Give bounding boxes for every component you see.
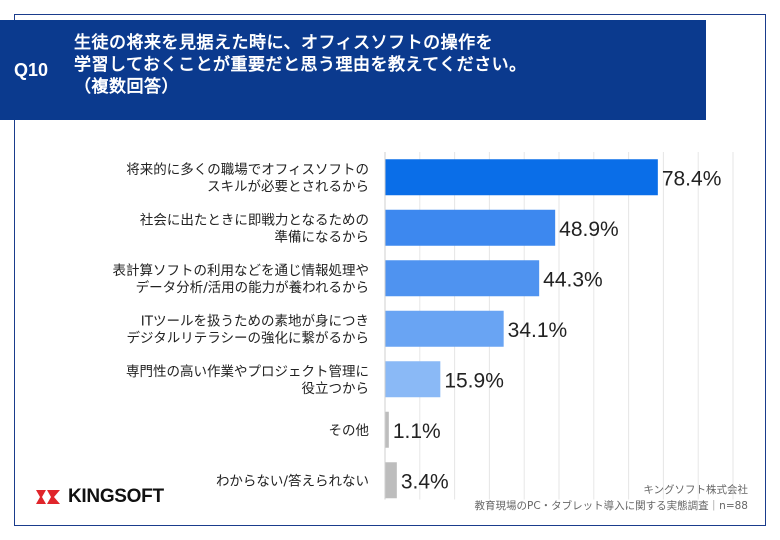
title-line-2: 学習しておくことが重要だと思う理由を教えてください。 — [74, 55, 527, 75]
kingsoft-logo-mark-icon — [36, 490, 60, 504]
category-label-1-line-2: スキルが必要とされるから — [207, 179, 369, 195]
source-note: キングソフト株式会社 教育現場のPC・タブレット導入に関する実態調査｜n=88 — [475, 482, 748, 514]
category-label-5-line-1: 専門性の高い作業やプロジェクト管理に — [126, 363, 369, 380]
value-label-4: 34.1% — [508, 319, 568, 342]
category-label-7-line-1: わからない/答えられない — [216, 472, 369, 489]
question-title: 生徒の将来を見据えた時に、オフィスソフトの操作を 学習しておくことが重要だと思う… — [58, 20, 706, 120]
category-label-6-line-1: その他 — [329, 423, 370, 439]
bar-4 — [385, 310, 504, 347]
category-label-3-line-2: データ分析/活用の能力が養われるから — [136, 279, 369, 296]
bar-2 — [385, 209, 556, 246]
bar-6 — [385, 411, 389, 448]
bar-1 — [385, 159, 658, 196]
footer-company: キングソフト株式会社 — [643, 484, 748, 496]
value-label-2: 48.9% — [559, 218, 619, 241]
title-line-1: 生徒の将来を見据えた時に、オフィスソフトの操作を — [74, 33, 494, 53]
bar-3 — [385, 260, 540, 297]
value-label-3: 44.3% — [543, 268, 603, 291]
bar-5 — [385, 361, 441, 398]
kingsoft-logo: KINGSOFT — [34, 486, 164, 508]
category-label-2-line-2: 準備になるから — [275, 229, 370, 245]
question-number: Q10 — [13, 59, 49, 80]
category-label-5-line-2: 役立つから — [302, 381, 370, 397]
value-label-6: 1.1% — [393, 420, 441, 443]
value-label-5: 15.9% — [444, 369, 504, 392]
category-label-4-line-2: デジタルリテラシーの強化に繋がるから — [127, 329, 369, 346]
value-label-7: 3.4% — [401, 470, 449, 493]
bar-7 — [385, 462, 397, 499]
value-label-1: 78.4% — [662, 167, 722, 190]
category-label-1-line-1: 将来的に多くの職場でオフィスソフトの — [126, 161, 369, 178]
title-line-3: （複数回答） — [74, 77, 179, 97]
footer-survey: 教育現場のPC・タブレット導入に関する実態調査｜n=88 — [474, 500, 748, 512]
category-label-4-line-1: ITツールを扱うための素地が身につき — [141, 313, 369, 329]
category-label-2-line-1: 社会に出たときに即戦力となるための — [140, 212, 369, 228]
category-label-3-line-1: 表計算ソフトの利用などを通じ情報処理や — [113, 263, 370, 279]
question-number-badge: Q10 — [0, 20, 62, 120]
logo-text: KINGSOFT — [68, 486, 164, 507]
